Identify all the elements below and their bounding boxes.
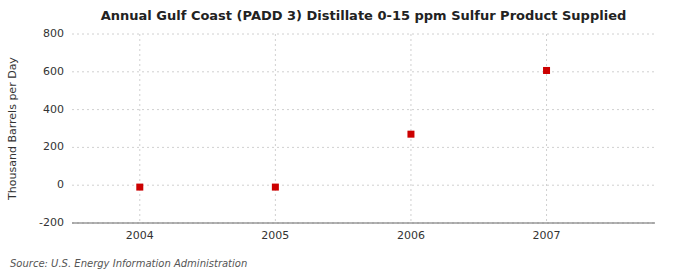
- x-tick-label: 2006: [397, 229, 425, 242]
- tick-labels: -200 0 200 400 600 800 2004 2005 2006 2007: [39, 27, 561, 242]
- points: [136, 67, 550, 191]
- y-tick-label: 800: [43, 27, 64, 40]
- y-grid-line: [72, 34, 655, 35]
- source-note: Source: U.S. Energy Information Administ…: [10, 258, 247, 269]
- y-tick-label: 0: [57, 178, 64, 191]
- y-grid-line: [72, 185, 655, 186]
- y-grid-line: [72, 71, 655, 72]
- y-axis-label: Thousand Barrels per Day: [6, 57, 19, 201]
- page: {"chart_data": {"type": "scatter", "titl…: [0, 0, 675, 275]
- chart-title: Annual Gulf Coast (PADD 3) Distillate 0-…: [101, 8, 627, 23]
- y-tick-label: 600: [43, 65, 64, 78]
- y-tick-label: -200: [39, 216, 64, 229]
- x-grid-line: [546, 34, 547, 223]
- y-tick-label: 400: [43, 103, 64, 116]
- y-grid-line: [72, 147, 655, 148]
- data-point: [272, 184, 279, 191]
- x-tick-label: 2004: [126, 229, 154, 242]
- y-grid-line: [72, 109, 655, 110]
- x-axis-line: [72, 223, 655, 224]
- chart-svg: -200 0 200 400 600 800 2004 2005 2006 2007 Annual …: [0, 0, 675, 275]
- data-point: [136, 184, 143, 191]
- x-grid-line: [410, 34, 411, 223]
- x-tick-label: 2007: [533, 229, 561, 242]
- chart-container: -200 0 200 400 600 800 2004 2005 2006 2007 Annual …: [0, 0, 675, 275]
- data-point: [407, 131, 414, 138]
- grid: [72, 34, 655, 223]
- x-tick-label: 2005: [261, 229, 289, 242]
- y-grid-line: [72, 223, 655, 224]
- y-tick-label: 200: [43, 140, 64, 153]
- x-grid-line: [139, 34, 140, 223]
- x-grid-line: [275, 34, 276, 223]
- data-point: [543, 67, 550, 74]
